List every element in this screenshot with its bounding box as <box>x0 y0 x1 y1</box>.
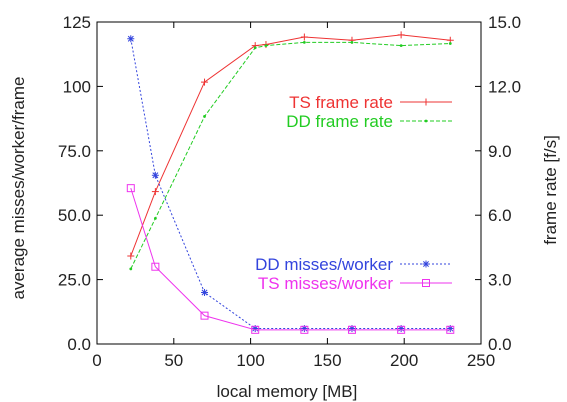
data-point <box>127 35 135 43</box>
legend-label: DD frame rate <box>286 112 393 131</box>
series-1 <box>129 40 452 271</box>
y-right-tick-label: 3.0 <box>488 271 512 290</box>
y-right-tick-label: 9.0 <box>488 142 512 161</box>
data-point <box>151 171 159 179</box>
y-left-tick-label: 25.0 <box>58 271 91 290</box>
y-left-tick-label: 50.0 <box>58 206 91 225</box>
legend-item: DD frame rate <box>286 112 452 131</box>
legend-item: TS frame rate <box>289 93 452 112</box>
legend-marker <box>422 279 430 287</box>
data-point <box>397 325 406 334</box>
data-point <box>446 325 455 334</box>
legend-label: DD misses/worker <box>255 255 393 274</box>
series-3 <box>126 184 455 334</box>
y-right-axis-title: frame rate [f/s] <box>541 135 560 245</box>
data-point <box>448 42 452 45</box>
axes: 0 50 100 150 200 2500.025.050.075.01001250.03… <box>58 13 521 370</box>
y-left-tick-label: 75.0 <box>58 142 91 161</box>
x-tick-label: 100 <box>236 351 264 370</box>
y-right-tick-label: 12.0 <box>488 77 521 96</box>
x-tick-label: 50 <box>164 351 183 370</box>
data-point <box>153 217 157 220</box>
y-left-tick-label: 100 <box>63 77 91 96</box>
x-tick-label: 250 <box>467 351 495 370</box>
data-point <box>201 288 209 296</box>
series-layer <box>126 31 455 334</box>
series-line <box>130 188 451 331</box>
series-line <box>130 41 451 270</box>
legend-marker <box>422 260 430 268</box>
data-point <box>399 44 403 48</box>
legend-item: DD misses/worker <box>255 255 452 274</box>
data-point <box>151 262 160 271</box>
data-point <box>300 325 309 334</box>
data-point <box>347 325 356 334</box>
series-line <box>130 38 451 330</box>
data-point <box>264 44 268 48</box>
data-point <box>350 40 354 44</box>
legend-marker <box>422 98 430 106</box>
legend-item: TS misses/worker <box>258 274 452 293</box>
x-axis-title: local memory [MB] <box>217 382 358 401</box>
data-point <box>300 33 308 41</box>
data-point <box>302 40 306 44</box>
y-left-axis-title: average misses/worker/frame <box>9 77 28 300</box>
y-right-tick-label: 15.0 <box>488 13 521 32</box>
plot-frame <box>96 21 482 345</box>
legend-marker <box>424 119 428 123</box>
y-left-tick-label: 0.0 <box>67 335 91 354</box>
y-right-tick-label: 0.0 <box>488 335 512 354</box>
data-point <box>253 46 257 50</box>
x-tick-label: 0 <box>92 351 101 370</box>
data-point <box>200 311 209 320</box>
y-left-tick-label: 125 <box>63 13 91 32</box>
data-point <box>127 252 135 260</box>
data-point <box>151 188 159 196</box>
y-right-tick-label: 6.0 <box>488 206 512 225</box>
data-point <box>203 115 206 118</box>
x-tick-label: 150 <box>313 351 341 370</box>
data-point <box>126 184 135 193</box>
data-point <box>397 31 405 39</box>
data-point <box>129 267 133 271</box>
x-tick-label: 200 <box>390 351 418 370</box>
legend-label: TS frame rate <box>289 93 393 112</box>
data-point <box>201 78 209 86</box>
legend-label: TS misses/worker <box>258 274 393 293</box>
series-line <box>130 34 451 257</box>
data-point <box>251 325 260 334</box>
